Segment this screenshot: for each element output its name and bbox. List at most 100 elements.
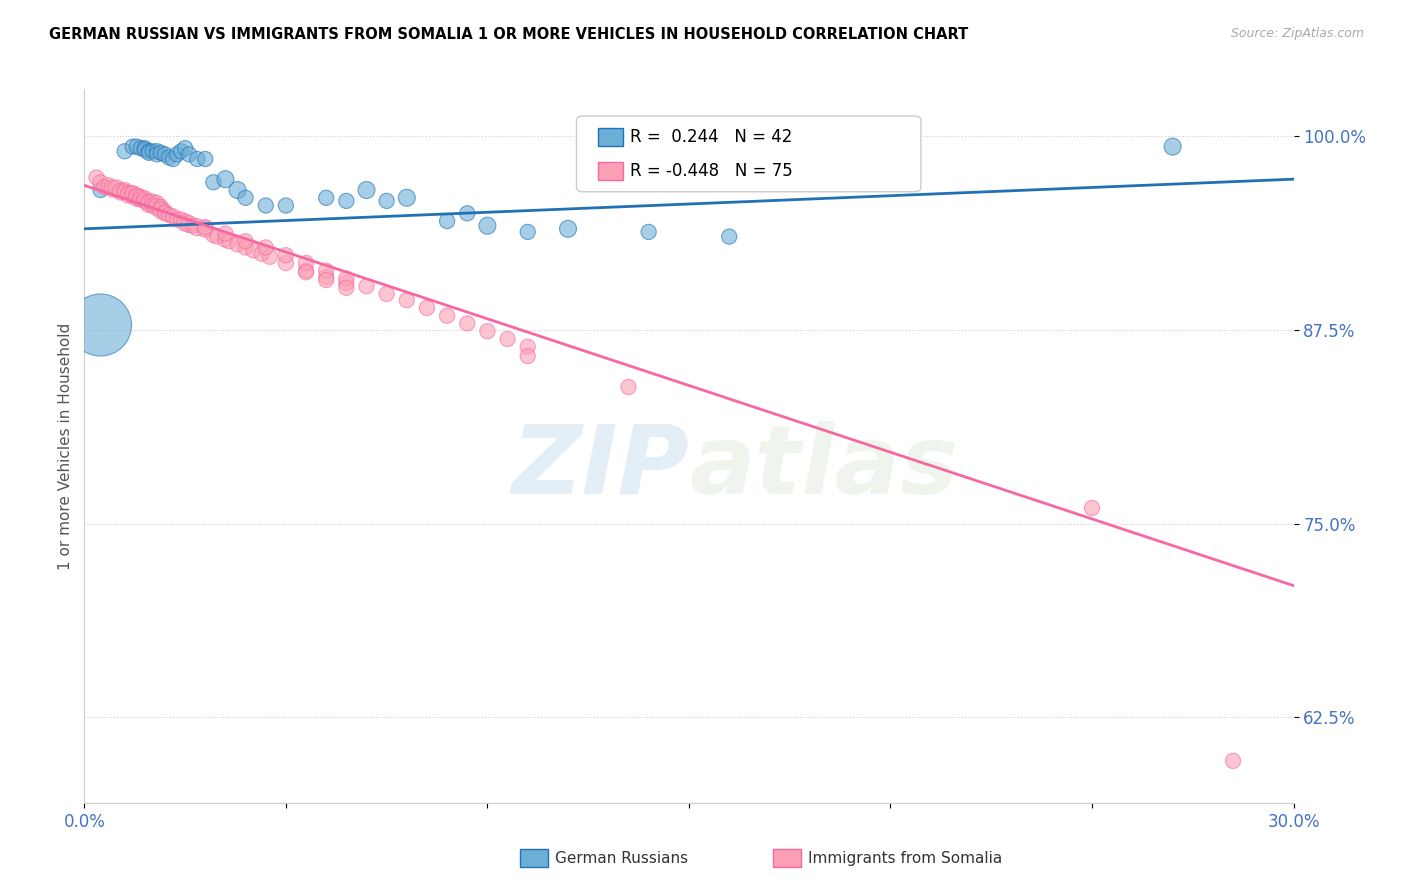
Point [375,194,398,208]
Point [134,192,156,206]
Point [121,186,143,201]
Point [254,240,277,254]
Point [637,225,659,239]
Point [1161,139,1184,153]
Point [194,152,217,166]
Text: Source: ZipAtlas.com: Source: ZipAtlas.com [1230,27,1364,40]
Point [617,380,640,394]
Point [153,206,176,220]
Point [436,214,458,228]
Point [138,145,160,160]
Point [118,187,141,202]
Point [335,271,357,285]
Point [395,191,418,205]
Point [166,147,188,161]
Point [142,195,165,210]
Point [153,204,176,219]
Point [129,192,152,206]
Text: atlas: atlas [689,421,957,514]
Point [1081,501,1104,516]
Point [170,145,193,159]
Point [89,175,111,189]
Point [125,139,148,153]
Point [179,217,201,231]
Point [274,256,297,270]
Point [146,200,169,214]
Point [202,227,225,242]
Point [557,222,579,236]
Point [274,198,297,212]
Point [436,309,458,323]
Point [242,244,264,258]
Point [174,141,197,155]
Point [207,229,229,244]
Point [335,281,357,295]
Point [129,141,152,155]
Point [259,250,281,264]
Point [105,181,128,195]
Point [114,145,136,159]
Point [254,198,277,212]
Point [101,181,124,195]
Point [114,185,136,199]
Point [315,191,337,205]
Point [138,197,160,211]
Point [226,183,249,197]
Point [121,187,143,202]
Point [86,170,108,185]
Point [149,145,172,160]
Point [162,152,184,166]
Point [181,219,204,233]
Point [146,147,169,161]
Point [146,197,169,211]
Point [335,276,357,290]
Point [179,147,201,161]
Point [174,216,197,230]
Text: ZIP: ZIP [510,421,689,514]
Point [335,194,357,208]
Point [162,210,184,224]
Point [477,324,499,338]
Point [218,234,240,248]
Point [97,178,120,193]
Point [295,265,318,279]
Point [157,151,180,165]
Text: GERMAN RUSSIAN VS IMMIGRANTS FROM SOMALIA 1 OR MORE VEHICLES IN HOUSEHOLD CORREL: GERMAN RUSSIAN VS IMMIGRANTS FROM SOMALI… [49,27,969,42]
Point [138,145,160,159]
Point [516,349,538,363]
Point [142,198,165,212]
Point [125,189,148,203]
Point [456,206,478,220]
Point [516,225,538,239]
Point [235,234,257,248]
Point [125,191,148,205]
Point [153,147,176,161]
Text: Immigrants from Somalia: Immigrants from Somalia [808,851,1002,865]
Point [110,185,132,199]
Text: German Russians: German Russians [555,851,689,865]
Point [89,183,111,197]
Point [134,141,156,155]
Point [89,318,111,332]
Point [1222,754,1244,768]
Point [315,263,337,277]
Point [295,263,318,277]
Point [121,139,143,153]
Point [149,200,172,214]
Point [214,227,236,241]
Point [134,194,156,208]
Point [129,191,152,205]
Point [395,293,418,308]
Point [315,269,337,284]
Point [142,145,165,159]
Point [375,287,398,301]
Point [356,279,378,293]
Point [496,332,519,346]
Point [186,220,208,235]
Point [186,152,208,166]
Point [416,301,439,315]
Point [274,248,297,262]
Point [315,273,337,287]
Point [118,186,141,201]
Point [157,208,180,222]
